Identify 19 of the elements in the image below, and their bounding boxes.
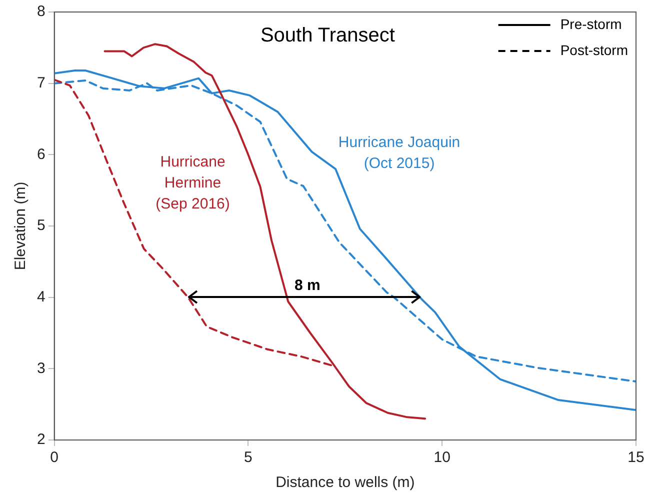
annotation: Hurricane Joaquin (Oct 2015) (338, 134, 460, 172)
x-axis-title: Distance to wells (m) (276, 474, 415, 492)
x-tick-label: 5 (244, 449, 252, 466)
legend-label: Post-storm (560, 42, 628, 58)
x-tick-label: 10 (434, 449, 450, 466)
y-axis-title: Elevation (m) (12, 182, 30, 270)
legend-label: Pre-storm (560, 16, 622, 32)
y-tick-label: 5 (37, 217, 46, 234)
x-tick-label: 15 (628, 449, 644, 466)
y-tick-label: 6 (37, 146, 46, 163)
text: South Transect (260, 24, 396, 47)
x-tick-label: 0 (50, 449, 59, 466)
y-tick-label: 2 (37, 431, 46, 448)
y-tick-label: 3 (37, 360, 46, 377)
annotation: Hurricane Hermine (Sep 2016) (156, 153, 230, 212)
y-tick-label: 8 (37, 3, 46, 20)
annotation: 8 m (294, 277, 320, 294)
y-tick-label: 7 (37, 74, 46, 92)
y-tick-label: 4 (37, 288, 46, 306)
